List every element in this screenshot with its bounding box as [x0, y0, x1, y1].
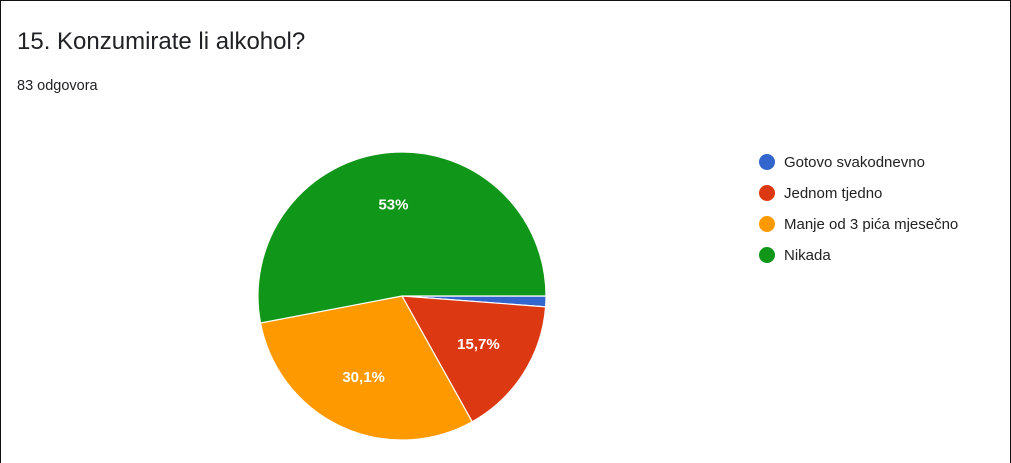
response-count: 83 odgovora: [17, 78, 98, 94]
pie-label-nikada: 53%: [378, 197, 408, 214]
legend-label-gotovo-svakodnevno[interactable]: Gotovo svakodnevno: [784, 154, 925, 171]
legend-marker-manje-od-3-pica-mjesecno: [759, 216, 775, 232]
pie-slices: [257, 151, 547, 441]
pie-label-jednom-tjedno: 15,7%: [457, 336, 500, 353]
legend-label-jednom-tjedno[interactable]: Jednom tjedno: [784, 185, 882, 202]
legend-marker-gotovo-svakodnevno: [759, 154, 775, 170]
pie-label-manje-od-3-pica-mjesecno: 30,1%: [342, 369, 385, 386]
legend-label-manje-od-3-pica-mjesecno[interactable]: Manje od 3 pića mjesečno: [784, 216, 958, 233]
pie-slice-nikada[interactable]: [257, 151, 547, 324]
legend-marker-nikada: [759, 247, 775, 263]
legend-marker-jednom-tjedno: [759, 185, 775, 201]
pie-labels: 15,7% 30,1% 53%: [342, 197, 499, 387]
legend-label-nikada[interactable]: Nikada: [784, 247, 831, 264]
question-title: 15. Konzumirate li alkohol?: [17, 28, 306, 55]
pie-slice-jednom-tjedno[interactable]: [400, 295, 547, 423]
legend: Gotovo svakodnevno Jednom tjedno Manje od …: [759, 154, 958, 264]
pie-slice-manje-od-3-pica-mjesecno[interactable]: [259, 295, 473, 441]
